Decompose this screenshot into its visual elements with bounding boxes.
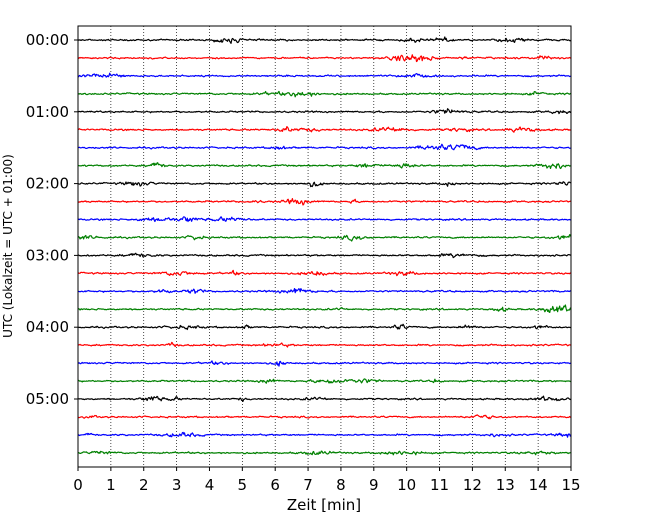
- trace-line: [77, 90, 572, 98]
- trace-line: [77, 216, 572, 223]
- y-tick-label: 03:00: [26, 246, 69, 264]
- x-tick-label: 6: [270, 476, 280, 494]
- trace-line: [77, 252, 572, 259]
- trace-line: [77, 269, 572, 277]
- x-tick-label: 8: [336, 476, 346, 494]
- trace-line: [77, 288, 572, 294]
- x-tick-label: 15: [561, 476, 580, 494]
- y-axis-ticks: 00:00 01:00 02:00 03:00 04:00 05:00: [26, 31, 78, 408]
- y-axis-title: UTC (Lokalzeit = UTC + 01:00): [1, 154, 15, 338]
- trace-line: [77, 72, 572, 78]
- x-tick-label: 5: [238, 476, 248, 494]
- trace-line: [78, 395, 572, 402]
- x-tick-label: 1: [106, 476, 116, 494]
- x-tick-label: 13: [496, 476, 515, 494]
- x-tick-label: 12: [463, 476, 482, 494]
- x-tick-label: 11: [430, 476, 449, 494]
- trace-line: [77, 234, 572, 242]
- y-tick-label: 00:00: [26, 31, 69, 49]
- trace-line: [77, 198, 572, 206]
- trace-line: [77, 378, 572, 384]
- trace-line: [77, 36, 572, 44]
- trace-line: [77, 54, 571, 63]
- x-tick-label: 0: [73, 476, 83, 494]
- y-tick-label: 04:00: [26, 318, 69, 336]
- trace-line: [77, 450, 572, 456]
- trace-line: [77, 323, 572, 331]
- x-axis-ticks: 0 1 2 3 4 5 6 7 8 9 10 11 12 13 14 15: [73, 467, 581, 494]
- trace-line: [77, 360, 572, 367]
- y-tick-label: 02:00: [26, 175, 69, 193]
- trace-line: [77, 162, 572, 170]
- trace-line: [77, 431, 572, 438]
- x-axis-title: Zeit [min]: [287, 496, 361, 514]
- x-tick-label: 7: [303, 476, 313, 494]
- x-tick-label: 9: [369, 476, 379, 494]
- trace-line: [77, 108, 572, 115]
- x-tick-label: 4: [205, 476, 215, 494]
- trace-line: [77, 341, 572, 348]
- trace-line: [78, 143, 572, 151]
- plot-background: [78, 26, 571, 467]
- trace-line: [77, 126, 572, 133]
- trace-line: [77, 414, 572, 420]
- trace-line: [77, 304, 572, 313]
- y-tick-label: 01:00: [26, 103, 69, 121]
- x-tick-label: 3: [172, 476, 182, 494]
- y-tick-label: 05:00: [26, 390, 69, 408]
- x-tick-label: 14: [529, 476, 548, 494]
- trace-line: [77, 181, 572, 188]
- x-tick-label: 2: [139, 476, 149, 494]
- seismic-traces: [77, 36, 572, 456]
- x-tick-label: 10: [397, 476, 416, 494]
- plot-frame: [77, 25, 572, 468]
